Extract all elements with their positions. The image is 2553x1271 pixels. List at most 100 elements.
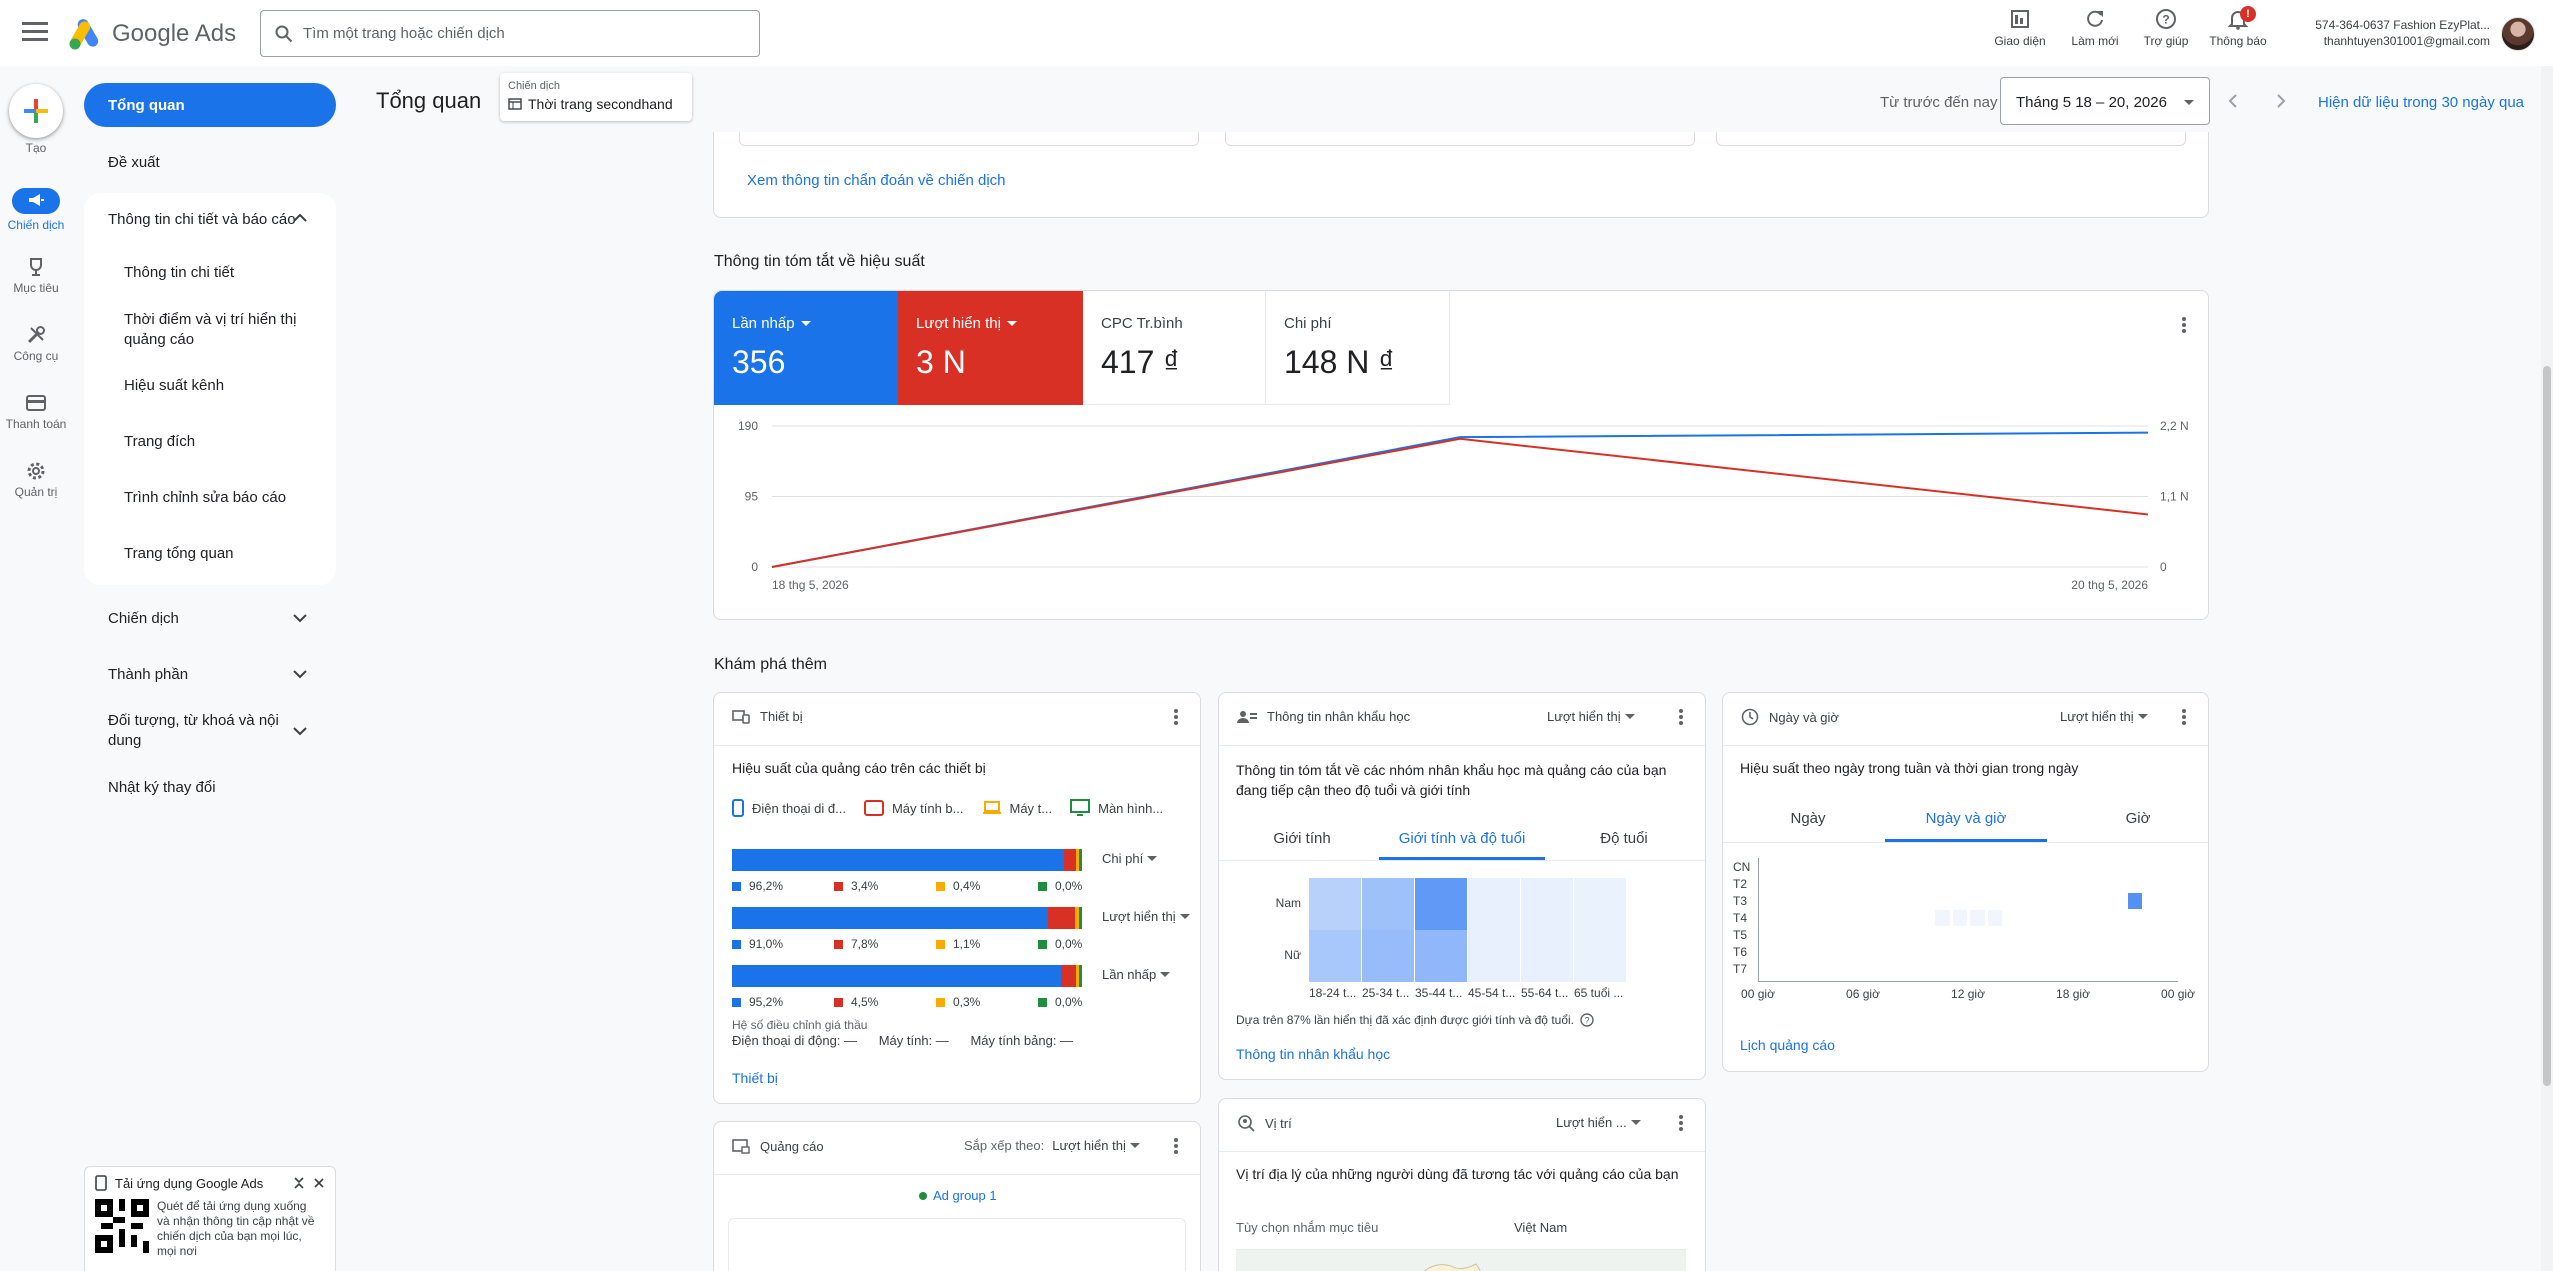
metric-clicks[interactable]: Lần nhấp 356 bbox=[714, 291, 898, 405]
more-options-icon[interactable] bbox=[1166, 1136, 1186, 1156]
search-input[interactable] bbox=[303, 25, 733, 42]
chevron-left-icon[interactable] bbox=[2226, 93, 2240, 109]
heatmap-cell[interactable] bbox=[1415, 930, 1467, 982]
help-button[interactable]: ? Trợ giúp bbox=[2131, 6, 2201, 56]
heatmap-cell[interactable] bbox=[1468, 930, 1520, 982]
diagnostics-link[interactable]: Xem thông tin chẩn đoán về chiến dịch bbox=[747, 172, 1006, 189]
nav-insights-detail[interactable]: Thông tin chi tiết bbox=[124, 264, 235, 281]
rail-item-tools[interactable]: Công cụ bbox=[0, 324, 72, 363]
day-hour-cell[interactable] bbox=[1952, 910, 1967, 926]
nav-recommendations[interactable]: Đề xuất bbox=[108, 153, 160, 171]
nav-change-history[interactable]: Nhật ký thay đổi bbox=[108, 778, 216, 796]
ad-schedule-link[interactable]: Lịch quảng cáo bbox=[1740, 1037, 1835, 1053]
chevron-right-icon[interactable] bbox=[2274, 93, 2288, 109]
last-30-days-link[interactable]: Hiện dữ liệu trong 30 ngày qua bbox=[2318, 94, 2525, 111]
heatmap-cell[interactable] bbox=[1362, 930, 1414, 982]
rail-item-campaigns[interactable]: Chiến dịch bbox=[0, 188, 72, 232]
legend-laptop[interactable]: Máy t... bbox=[982, 799, 1052, 817]
nav-audiences[interactable]: Đối tượng, từ khoá và nội dung bbox=[84, 709, 336, 753]
campaign-selector[interactable]: Chiến dịch Thời trang secondhand bbox=[500, 73, 692, 121]
heatmap-cell[interactable] bbox=[1521, 930, 1573, 982]
heatmap-cell[interactable] bbox=[1362, 878, 1414, 930]
ad-preview[interactable] bbox=[728, 1218, 1186, 1271]
device-metric-dropdown[interactable]: Lượt hiển thị bbox=[1102, 909, 1190, 924]
hour-label: 00 giờ bbox=[1741, 987, 1775, 1001]
legend-tv[interactable]: Màn hình... bbox=[1070, 799, 1163, 817]
notifications-button[interactable]: ! Thông báo bbox=[2203, 6, 2273, 56]
more-options-icon[interactable] bbox=[1671, 707, 1691, 727]
date-range-selector[interactable]: Tháng 5 18 – 20, 2026 bbox=[2000, 77, 2210, 125]
metric-impressions[interactable]: Lượt hiển thị 3 N bbox=[898, 291, 1083, 405]
tab-age[interactable]: Độ tuổi bbox=[1600, 830, 1648, 847]
location-map[interactable] bbox=[1236, 1249, 1686, 1271]
google-ads-logo[interactable]: Google Ads bbox=[68, 18, 236, 50]
rail-item-billing[interactable]: Thanh toán bbox=[0, 392, 72, 431]
appearance-button[interactable]: Giao diện bbox=[1985, 6, 2055, 56]
tab-day[interactable]: Ngày bbox=[1790, 810, 1826, 827]
ad-group-label[interactable]: Ad group 1 bbox=[919, 1188, 997, 1203]
menu-icon[interactable] bbox=[22, 22, 48, 44]
nav-campaigns[interactable]: Chiến dịch bbox=[84, 606, 336, 630]
legend-phone[interactable]: Điện thoại di đ... bbox=[732, 799, 846, 817]
avatar[interactable] bbox=[2501, 17, 2535, 51]
performance-line-chart: 0 0 95 1,1 N 190 2,2 N 18 thg 5, 2026 20 thg 5,… bbox=[738, 419, 2189, 592]
demographics-link[interactable]: Thông tin nhân khẩu học bbox=[1236, 1046, 1391, 1062]
day-hour-cell[interactable] bbox=[1970, 910, 1985, 926]
nav-report-editor[interactable]: Trình chỉnh sửa báo cáo bbox=[124, 489, 287, 506]
tab-hour[interactable]: Giờ bbox=[2125, 810, 2151, 827]
close-icon[interactable] bbox=[313, 1177, 325, 1189]
day-hour-cell[interactable] bbox=[1987, 910, 2002, 926]
device-bar-segment bbox=[732, 965, 1061, 987]
day-hour-cell[interactable] bbox=[2127, 893, 2142, 909]
tab-gender[interactable]: Giới tính bbox=[1273, 830, 1331, 847]
nav-when-where-ads[interactable]: Thời điểm và vị trí hiển thị quảng cáo bbox=[124, 311, 297, 348]
heatmap-cell[interactable] bbox=[1309, 930, 1361, 982]
nav-channel-performance[interactable]: Hiệu suất kênh bbox=[124, 377, 225, 394]
account-email: thanhtuyen301001@gmail.com bbox=[2323, 34, 2490, 48]
day-hour-cell[interactable] bbox=[1935, 910, 1950, 926]
heatmap-cell[interactable] bbox=[1574, 930, 1626, 982]
heatmap-cell[interactable] bbox=[1574, 878, 1626, 930]
day-time-metric-dropdown[interactable]: Lượt hiển thị bbox=[2060, 709, 2148, 724]
search-box[interactable] bbox=[260, 10, 760, 57]
metric-cost[interactable]: Chi phí 148 N ₫ bbox=[1266, 291, 1450, 405]
heatmap-cell[interactable] bbox=[1415, 878, 1467, 930]
devices-link[interactable]: Thiết bị bbox=[732, 1070, 778, 1086]
collapse-icon[interactable] bbox=[293, 1176, 305, 1190]
chevron-up-icon[interactable] bbox=[292, 211, 308, 223]
heatmap-cell[interactable] bbox=[1521, 878, 1573, 930]
more-options-icon[interactable] bbox=[1671, 1113, 1691, 1133]
rail-label-tools: Công cụ bbox=[13, 349, 59, 363]
device-metric-dropdown[interactable]: Lần nhấp bbox=[1102, 967, 1171, 982]
metric-avg-cpc[interactable]: CPC Tr.bình 417 ₫ bbox=[1083, 291, 1266, 405]
heatmap-cell[interactable] bbox=[1468, 878, 1520, 930]
rail-item-admin[interactable]: Quản trị bbox=[0, 460, 72, 499]
ads-sort-dropdown[interactable]: Lượt hiển thị bbox=[1052, 1138, 1140, 1153]
nav-insights-reports[interactable]: Thông tin chi tiết và báo cáo bbox=[84, 198, 304, 242]
heatmap-cell[interactable] bbox=[1309, 878, 1361, 930]
legend-tablet[interactable]: Máy tính b... bbox=[863, 799, 964, 817]
tools-icon bbox=[27, 326, 45, 344]
rail-item-goals[interactable]: Mục tiêu bbox=[0, 256, 72, 295]
more-options-icon[interactable] bbox=[1166, 707, 1186, 727]
more-options-icon[interactable] bbox=[2174, 315, 2194, 335]
create-button[interactable] bbox=[9, 84, 63, 138]
help-icon[interactable]: ? bbox=[1580, 1013, 1594, 1027]
series-line bbox=[771, 437, 2149, 568]
location-metric-dropdown[interactable]: Lượt hiển ... bbox=[1556, 1115, 1641, 1130]
nav-assets[interactable]: Thành phần bbox=[84, 662, 336, 686]
nav-campaigns-label: Chiến dịch bbox=[108, 609, 179, 627]
tab-day-hour[interactable]: Ngày và giờ bbox=[1925, 810, 2007, 827]
nav-dashboards[interactable]: Trang tổng quan bbox=[124, 545, 234, 562]
more-options-icon[interactable] bbox=[2174, 707, 2194, 727]
demographics-metric-dropdown[interactable]: Lượt hiển thị bbox=[1547, 709, 1635, 724]
nav-landing-pages[interactable]: Trang đích bbox=[124, 433, 196, 450]
scrollbar-track[interactable] bbox=[2541, 66, 2553, 1271]
device-metric-dropdown[interactable]: Chi phí bbox=[1102, 851, 1158, 866]
tab-gender-age[interactable]: Giới tính và độ tuổi bbox=[1398, 830, 1526, 847]
refresh-button[interactable]: Làm mới bbox=[2060, 6, 2130, 56]
account-info[interactable]: 574-364-0637 Fashion EzyPlat... thanhtuy… bbox=[2300, 17, 2490, 49]
scrollbar-thumb[interactable] bbox=[2543, 366, 2551, 1086]
nav-overview[interactable]: Tổng quan bbox=[84, 83, 336, 127]
explore-title: Khám phá thêm bbox=[714, 656, 827, 673]
